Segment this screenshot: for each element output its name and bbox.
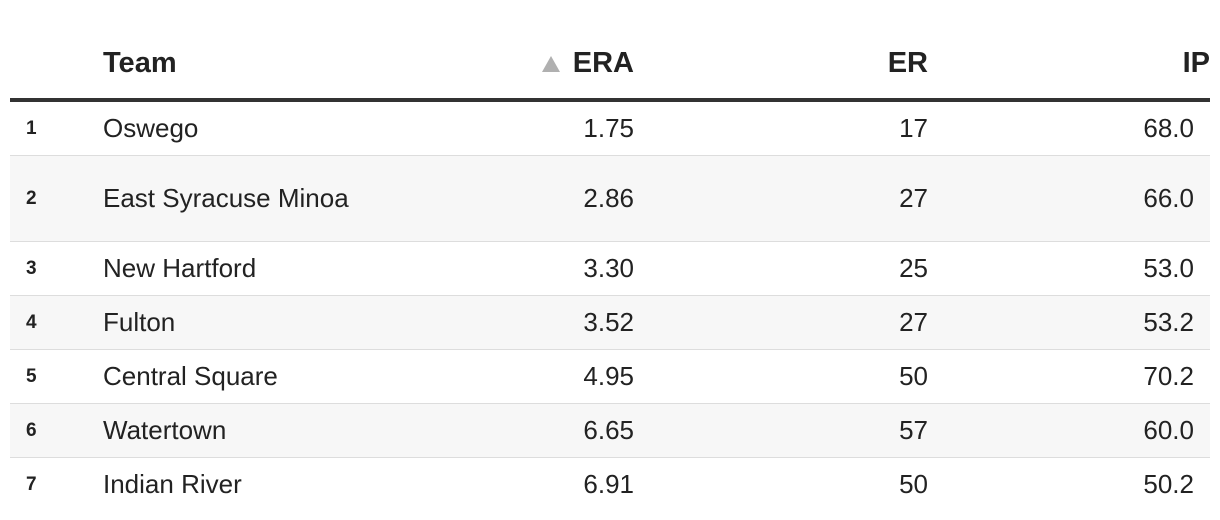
stats-table: Team ERA ER IP 1 Oswego 1.75 17 68.0 2 E… bbox=[10, 0, 1210, 511]
era-cell: 1.75 bbox=[583, 113, 634, 143]
rank-cell: 3 bbox=[26, 257, 37, 279]
rank-cell: 1 bbox=[26, 117, 37, 139]
team-cell: Indian River bbox=[103, 469, 242, 499]
table-header: Team ERA ER IP bbox=[10, 0, 1210, 102]
era-cell: 3.30 bbox=[583, 253, 634, 283]
ip-cell: 68.0 bbox=[1143, 113, 1194, 143]
er-cell: 57 bbox=[899, 415, 928, 445]
sort-ascending-icon[interactable] bbox=[542, 56, 560, 72]
table-row: 6 Watertown 6.65 57 60.0 bbox=[10, 404, 1210, 458]
column-header-ip[interactable]: IP bbox=[1182, 47, 1210, 79]
ip-cell: 70.2 bbox=[1143, 361, 1194, 391]
er-cell: 50 bbox=[899, 469, 928, 499]
table-row: 2 East Syracuse Minoa 2.86 27 66.0 bbox=[10, 156, 1210, 242]
rank-cell: 5 bbox=[26, 365, 37, 387]
era-cell: 6.65 bbox=[583, 415, 634, 445]
ip-cell: 66.0 bbox=[1143, 183, 1194, 213]
column-header-er[interactable]: ER bbox=[887, 47, 928, 79]
er-cell: 25 bbox=[899, 253, 928, 283]
rank-cell: 6 bbox=[26, 419, 37, 441]
er-cell: 50 bbox=[899, 361, 928, 391]
ip-cell: 53.0 bbox=[1143, 253, 1194, 283]
er-cell: 27 bbox=[899, 307, 928, 337]
team-cell: Oswego bbox=[103, 113, 199, 143]
team-cell: East Syracuse Minoa bbox=[103, 183, 349, 213]
rank-cell: 7 bbox=[26, 473, 37, 495]
era-cell: 4.95 bbox=[583, 361, 634, 391]
table-row: 3 New Hartford 3.30 25 53.0 bbox=[10, 242, 1210, 296]
er-cell: 17 bbox=[899, 113, 928, 143]
table-row: 4 Fulton 3.52 27 53.2 bbox=[10, 296, 1210, 350]
rank-cell: 2 bbox=[26, 187, 37, 209]
column-header-era[interactable]: ERA bbox=[572, 47, 634, 79]
ip-cell: 60.0 bbox=[1143, 415, 1194, 445]
era-cell: 2.86 bbox=[583, 183, 634, 213]
team-cell: Central Square bbox=[103, 361, 278, 391]
team-cell: Fulton bbox=[103, 307, 176, 337]
table-row: 1 Oswego 1.75 17 68.0 bbox=[10, 102, 1210, 156]
column-header-team[interactable]: Team bbox=[103, 47, 177, 79]
ip-cell: 53.2 bbox=[1143, 307, 1194, 337]
table-row: 7 Indian River 6.91 50 50.2 bbox=[10, 458, 1210, 511]
rank-cell: 4 bbox=[26, 311, 37, 333]
era-cell: 3.52 bbox=[583, 307, 634, 337]
era-cell: 6.91 bbox=[583, 469, 634, 499]
ip-cell: 50.2 bbox=[1143, 469, 1194, 499]
table-row: 5 Central Square 4.95 50 70.2 bbox=[10, 350, 1210, 404]
team-cell: New Hartford bbox=[103, 253, 257, 283]
er-cell: 27 bbox=[899, 183, 928, 213]
team-cell: Watertown bbox=[103, 415, 227, 445]
